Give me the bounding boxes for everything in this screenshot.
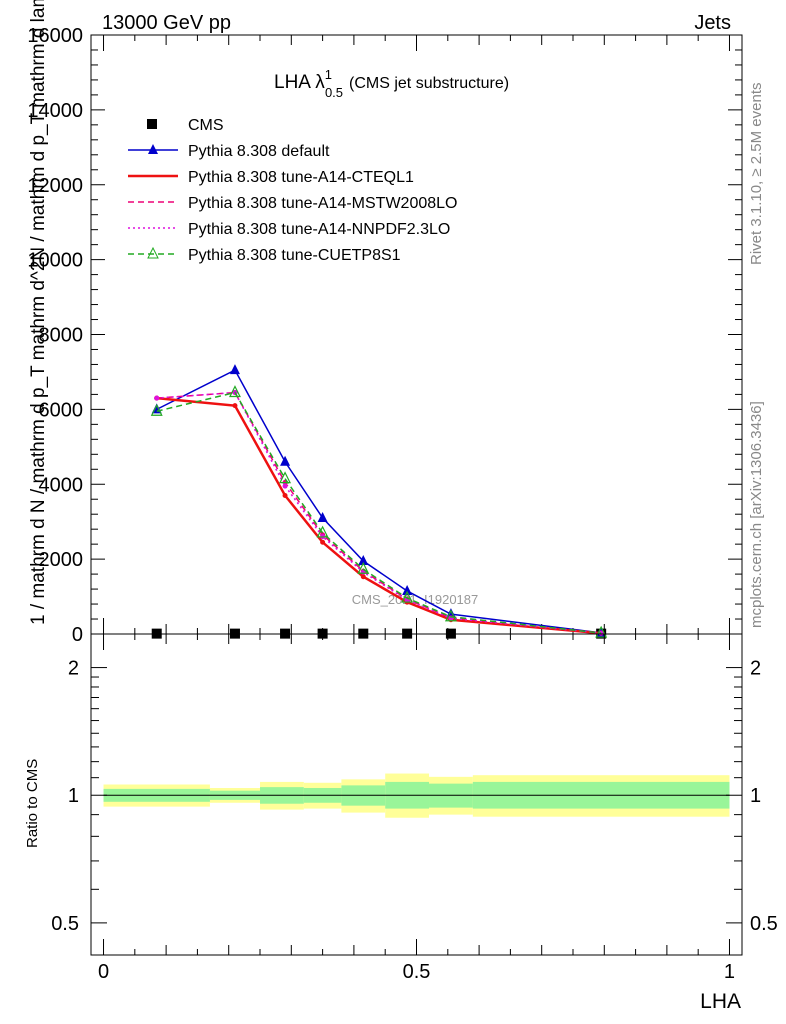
legend-label: Pythia 8.308 default [188, 143, 330, 160]
y-tick-label: 6000 [39, 399, 84, 421]
legend-marker-square [147, 119, 157, 129]
y-tick-label: 10000 [27, 250, 83, 272]
series-marker [316, 525, 329, 538]
legend-label: CMS [188, 117, 224, 134]
series-marker [320, 539, 326, 545]
energy-label: 13000 GeV pp [102, 12, 231, 34]
ratio-y-tick-label-right: 0.5 [750, 913, 778, 935]
series-marker [154, 395, 160, 401]
series-marker [401, 590, 414, 603]
legend-label: Pythia 8.308 tune-CUETP8S1 [188, 247, 401, 264]
series-line [156, 391, 602, 634]
series-marker [280, 455, 291, 466]
ratio-y-tick-label-right: 2 [750, 658, 761, 680]
legend-label: Pythia 8.308 tune-A14-NNPDF2.3LO [188, 221, 450, 238]
series-marker [360, 574, 366, 580]
main-y-ticks: 0 2000 4000 6000 8000 10000 12000 14000 16000 [27, 25, 742, 646]
main-title: LHA λ1 0.5(CMS jet substructure) [274, 67, 509, 100]
y-tick-label: 12000 [27, 175, 83, 197]
series-marker [444, 609, 457, 622]
y-tick-label: 4000 [39, 474, 84, 496]
legend-marker [148, 144, 158, 154]
rivet-info: Rivet 3.1.10, ≥ 2.5M events [748, 83, 765, 266]
y-tick-label: 0 [72, 624, 83, 646]
main-y-axis-label: 1 / mathrm d N / mathrm d p_T mathrm d^2… [28, 0, 49, 625]
ratio-ticks: 0 0.5 1 0.5 0.5 1 1 2 2 [51, 634, 778, 983]
mcplots-info: mcplots.cern.ch [arXiv:1306.3436] [748, 401, 765, 628]
ratio-y-tick-label: 0.5 [51, 913, 79, 935]
series-marker [282, 483, 288, 489]
y-tick-label: 2000 [39, 549, 84, 571]
ratio-y-tick-label: 2 [68, 658, 79, 680]
series-marker [279, 471, 292, 484]
series-marker [595, 625, 608, 638]
x-axis-label: LHA [700, 990, 741, 1013]
legend-label: Pythia 8.308 tune-A14-CTEQL1 [188, 169, 414, 186]
y-tick-label: 8000 [39, 325, 84, 347]
y-tick-label: 14000 [27, 100, 83, 122]
legend: CMS Pythia 8.308 default Pythia 8.308 tune… [128, 117, 457, 264]
series-line [156, 396, 602, 635]
ratio-y-tick-label: 1 [68, 785, 79, 807]
series-marker [282, 492, 288, 498]
y-tick-label: 16000 [27, 25, 83, 47]
series-marker [229, 385, 241, 398]
analysis-watermark: CMS_2021_I1920187 [352, 592, 479, 607]
series-marker [357, 561, 370, 574]
series-line [156, 391, 602, 634]
ratio-y-axis-label: Ratio to CMS [24, 759, 41, 848]
series-marker [232, 403, 238, 409]
series-line [156, 369, 602, 634]
process-label: Jets [694, 12, 731, 34]
series-marker [229, 364, 240, 375]
ratio-bands [103, 773, 730, 818]
main-x-ticks [103, 35, 730, 634]
legend-label: Pythia 8.308 tune-A14-MSTW2008LO [188, 195, 457, 212]
legend-marker [147, 246, 159, 259]
x-tick-label: 1 [724, 961, 735, 983]
x-tick-label: 0 [98, 961, 109, 983]
series-marker [358, 554, 369, 565]
series-marker [150, 403, 163, 416]
series-marker [402, 584, 413, 595]
ratio-y-tick-label-right: 1 [750, 785, 761, 807]
series-marker [317, 511, 328, 522]
x-tick-label: 0.5 [403, 961, 431, 983]
